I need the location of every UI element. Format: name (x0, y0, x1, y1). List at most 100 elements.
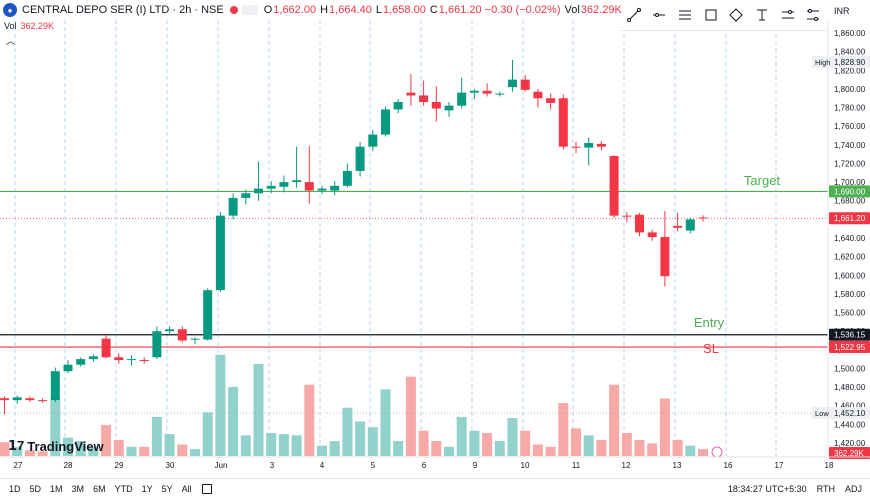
range-1m-button[interactable]: 1M (50, 483, 63, 494)
price-tick-label: 1,500.00 (834, 364, 866, 373)
volume-bar (24, 450, 35, 456)
time-tick-label: 6 (422, 461, 427, 470)
candle-body (622, 215, 632, 217)
candle-body (431, 101, 441, 109)
settings-lines-icon[interactable] (805, 7, 821, 23)
volume-bar (596, 439, 607, 456)
trend-line-icon[interactable] (626, 7, 642, 23)
volume-bar (12, 446, 23, 456)
candle-body (647, 232, 657, 238)
range-5y-button[interactable]: 5Y (161, 483, 173, 494)
price-tick-label: 1,600.00 (834, 271, 866, 280)
price-tick-label: 1,620.00 (834, 253, 866, 262)
price-tick-label: 1,840.00 (834, 48, 866, 57)
calendar-icon[interactable] (201, 483, 212, 494)
candle-body (635, 214, 644, 233)
flag-icon[interactable] (241, 5, 258, 15)
time-tick-label: 5 (371, 461, 376, 470)
candle-body (546, 98, 556, 103)
collapse-legend-icon[interactable]: ︿ (6, 36, 16, 46)
volume-bar (355, 421, 366, 456)
bottom-toolbar: 1D 5D 1M 3M 6M YTD 1Y 5Y All 18:34:27 UT… (0, 478, 870, 498)
candle-body (406, 92, 416, 96)
candle-body (241, 193, 251, 198)
candle-body (203, 290, 213, 340)
candle-body (482, 90, 492, 94)
price-tick-label: 1,740.00 (834, 141, 866, 150)
volume-bar (507, 418, 518, 456)
volume-bar (215, 354, 226, 456)
price-chart[interactable]: TargetEntrySL1,860.001,840.001,820.001,8… (0, 0, 870, 478)
volume-bar (253, 364, 264, 456)
volume-bar (685, 445, 696, 456)
clock-time[interactable]: 18:34:27 UTC+5:30 (727, 483, 807, 494)
text-icon[interactable] (754, 7, 770, 23)
price-tick-label: 1,800.00 (834, 85, 866, 94)
candle-body (76, 359, 86, 365)
candle-body (419, 95, 429, 102)
price-tick-label: 1,640.00 (834, 234, 866, 243)
candle-body (596, 143, 606, 147)
sl-price-tag: 1,522.95 (834, 343, 866, 352)
price-tick-label: 1,460.00 (834, 402, 866, 411)
price-tick-label: 1,720.00 (834, 159, 866, 168)
ohlc-close: C1,661.20 −0.30 (−0.02%) (429, 4, 561, 16)
session-toggle[interactable]: RTH (816, 483, 835, 494)
adjustment-toggle[interactable]: ADJ (844, 483, 862, 494)
candle-body (609, 156, 619, 216)
candle-body (457, 92, 467, 106)
volume-bar (126, 446, 137, 456)
currency-label[interactable]: INR (834, 6, 850, 16)
volume-bar (291, 435, 302, 456)
range-1d-button[interactable]: 1D (9, 483, 21, 494)
range-6m-button[interactable]: 6M (93, 483, 106, 494)
volume-indicator-legend[interactable]: Vol 362.29K (4, 21, 55, 31)
volume-bar (63, 437, 73, 456)
high-marker-label: High (815, 58, 830, 67)
volume-bar (0, 442, 10, 456)
candle-body (152, 331, 162, 358)
range-3m-button[interactable]: 3M (71, 483, 85, 494)
volume-bar (545, 446, 556, 456)
time-tick-label: 9 (473, 461, 478, 470)
candle-body (584, 142, 594, 148)
candle-body (368, 134, 378, 147)
candle-body (673, 225, 683, 228)
time-tick-label: 10 (521, 461, 530, 470)
volume-bar (520, 430, 531, 456)
level-name-entry: Entry (694, 315, 725, 330)
high-marker-bg (812, 56, 870, 69)
symbol-title[interactable]: CENTRAL DEPO SER (I) LTD · 2h · NSE (22, 4, 224, 16)
volume-bar (101, 424, 112, 456)
chart-header: ● CENTRAL DEPO SER (I) LTD · 2h · NSE O1… (0, 0, 626, 20)
entry-price-tag-bg (829, 328, 870, 341)
candle-body (63, 364, 73, 372)
range-all-button[interactable]: All (181, 483, 192, 494)
price-tick-label: 1,820.00 (834, 66, 866, 75)
volume-bar (75, 441, 86, 456)
range-ytd-button[interactable]: YTD (114, 483, 133, 494)
measure-icon[interactable] (780, 7, 796, 23)
volume-bar (240, 435, 251, 456)
brush-icon[interactable] (728, 7, 744, 23)
volume-value-tag: 362.29K (834, 449, 864, 458)
text-lines-icon[interactable] (677, 7, 693, 23)
volume-bar (571, 428, 581, 456)
horizontal-ray-icon[interactable] (651, 7, 667, 23)
low-marker-value: 1,452.10 (834, 409, 866, 418)
volume-bar (634, 439, 645, 456)
time-tick-label: 27 (14, 461, 23, 470)
volume-bar (418, 430, 429, 456)
candle-body (317, 188, 327, 191)
price-axis-bg (828, 20, 870, 456)
candle-body (101, 338, 111, 358)
range-1y-button[interactable]: 1Y (141, 483, 153, 494)
price-tick-label: 1,700.00 (834, 178, 866, 187)
alert-bolt-icon (711, 446, 723, 458)
drawing-toolbar (621, 0, 826, 31)
rectangle-icon[interactable] (703, 7, 719, 23)
candle-body (444, 105, 454, 111)
volume-bar (37, 451, 48, 456)
candle-body (266, 185, 276, 189)
range-5d-button[interactable]: 5D (29, 483, 42, 494)
